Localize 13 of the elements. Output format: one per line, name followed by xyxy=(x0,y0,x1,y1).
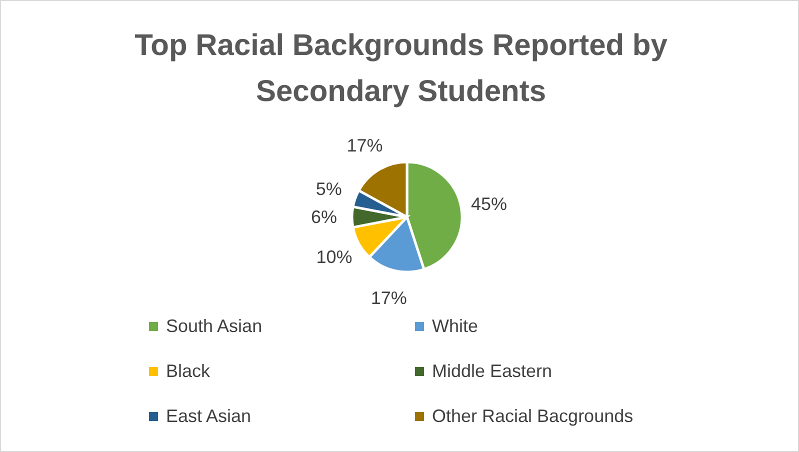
data-label: 17% xyxy=(346,136,383,156)
data-label: 6% xyxy=(310,207,338,227)
legend-label: South Asian xyxy=(166,316,262,337)
legend-label: East Asian xyxy=(166,406,252,427)
legend-label: White xyxy=(432,316,478,337)
legend-label: Middle Eastern xyxy=(432,361,552,382)
data-label: 17% xyxy=(370,288,407,308)
data-label: 10% xyxy=(316,246,352,267)
chart-title: Top Racial Backgrounds Reported by Secondary Students xyxy=(134,28,668,110)
legend-label: Black xyxy=(166,361,210,382)
data-label: 5% xyxy=(316,178,342,199)
legend-label: Other Racial Bacgrounds xyxy=(432,406,634,427)
data-label: 45% xyxy=(470,194,507,214)
